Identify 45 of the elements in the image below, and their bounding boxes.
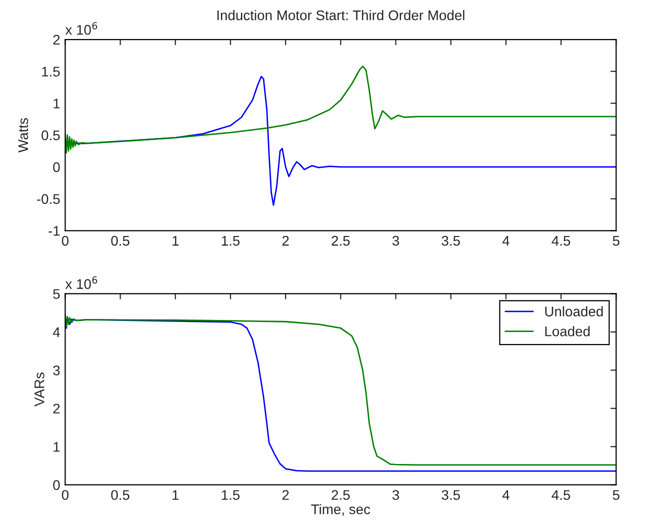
y-tick-label: 5 bbox=[53, 289, 60, 299]
legend-label: Loaded bbox=[545, 326, 590, 336]
legend-label: Unloaded bbox=[545, 306, 603, 316]
line-series bbox=[65, 66, 616, 154]
x-tick-label: 4 bbox=[502, 236, 510, 246]
x-tick-label: 4 bbox=[502, 490, 510, 500]
y-tick-label: 1 bbox=[54, 98, 60, 108]
x-tick-label: 2.5 bbox=[332, 490, 350, 500]
x-tick-label: 0 bbox=[62, 236, 69, 246]
y-tick-label: 0 bbox=[53, 162, 60, 172]
x-tick-label: 3 bbox=[392, 236, 400, 246]
line-series bbox=[76, 76, 616, 206]
x-tick-label: 2 bbox=[282, 236, 289, 246]
x-tick-label: 0.5 bbox=[111, 490, 130, 500]
chart-title: Induction Motor Start: Third Order Model bbox=[217, 10, 464, 20]
x-tick-label: 1.5 bbox=[222, 236, 240, 246]
x-tick-label: 2.5 bbox=[332, 236, 350, 246]
text: x 10$^{6}$ bbox=[65, 276, 98, 289]
y-tick-label: 3 bbox=[53, 366, 60, 376]
x-tick-label: 3.5 bbox=[442, 490, 460, 500]
x-tick-label: 1 bbox=[172, 490, 179, 500]
y-axis-title: VARs bbox=[34, 372, 44, 406]
y-tick-label: 1 bbox=[54, 442, 60, 452]
x-tick-label: 1.5 bbox=[222, 490, 240, 500]
y-tick-label: 2 bbox=[53, 404, 60, 414]
y-axis-title: Watts bbox=[18, 118, 28, 153]
x-tick-label: 3 bbox=[392, 490, 400, 500]
x-axis-title: Time, sec bbox=[311, 504, 370, 516]
x-tick-label: 1 bbox=[172, 236, 179, 246]
x-tick-label: 5 bbox=[612, 236, 620, 246]
x-tick-label: 4.5 bbox=[552, 236, 570, 246]
y-tick-label: -1 bbox=[48, 226, 60, 236]
y-tick-label: 0 bbox=[53, 480, 60, 490]
y-tick-label: 2 bbox=[53, 34, 60, 45]
y-tick-label: 0.5 bbox=[42, 130, 60, 140]
y-tick-label: -0.5 bbox=[37, 194, 60, 204]
x-tick-label: 3.5 bbox=[442, 236, 460, 246]
x-tick-label: 2 bbox=[282, 490, 289, 500]
text: x 10$^{6}$ bbox=[65, 22, 98, 35]
x-tick-label: 0 bbox=[62, 490, 69, 500]
x-tick-label: 0.5 bbox=[111, 236, 130, 246]
y-tick-label: 4 bbox=[52, 327, 60, 337]
y-tick-label: 1.5 bbox=[42, 66, 60, 77]
x-tick-label: 5 bbox=[612, 490, 620, 500]
x-tick-label: 4.5 bbox=[552, 490, 570, 500]
